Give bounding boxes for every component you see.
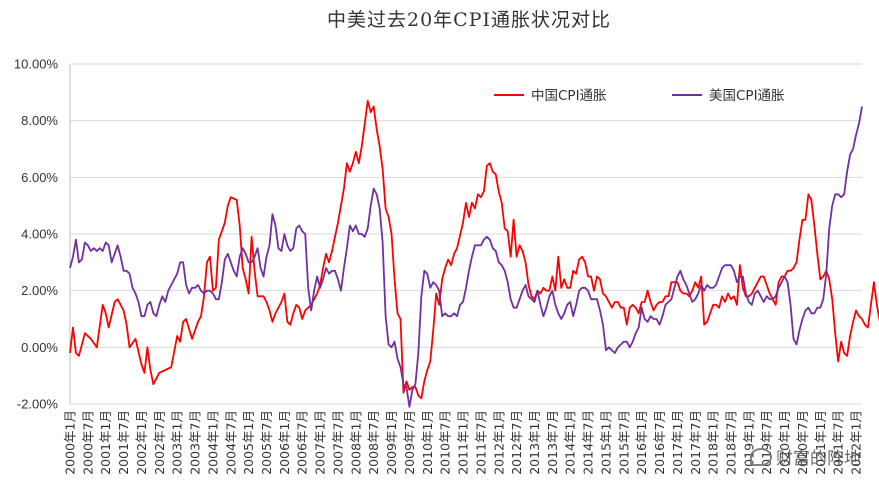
y-tick-label: 8.00% <box>21 113 58 128</box>
x-tick-label: 2001年7月 <box>116 410 131 475</box>
series-line-usa-cpi <box>69 106 863 408</box>
x-tick-label: 2009年1月 <box>384 410 399 475</box>
x-tick-label: 2012年1月 <box>491 410 506 475</box>
y-tick-label: 10.00% <box>14 57 59 72</box>
x-tick-label: 2005年1月 <box>241 410 256 475</box>
y-tick-label: 2.00% <box>21 283 58 298</box>
x-tick-label: 2017年7月 <box>688 410 703 475</box>
x-tick-label: 2018年1月 <box>706 410 721 475</box>
x-tick-label: 2001年1月 <box>98 410 113 475</box>
y-axis-ticks: -2.00% 0.00% 2.00% 4.00% 6.00% 8.00% 10.00% <box>14 57 59 412</box>
x-tick-label: 2004年7月 <box>223 410 238 475</box>
x-tick-label: 2003年7月 <box>188 410 203 475</box>
x-tick-label: 2020年1月 <box>777 410 792 475</box>
x-tick-label: 2021年1月 <box>813 410 828 475</box>
x-tick-label: 2007年7月 <box>330 410 345 475</box>
x-tick-label: 2014年7月 <box>581 410 596 475</box>
x-tick-label: 2005年7月 <box>259 410 274 475</box>
x-tick-label: 2008年1月 <box>348 410 363 475</box>
x-tick-label: 2007年1月 <box>313 410 328 475</box>
chart-title: 中美过去20年CPI通胀状况对比 <box>327 9 611 31</box>
x-tick-label: 2003年1月 <box>170 410 185 475</box>
x-tick-label: 2015年7月 <box>616 410 631 475</box>
series-lines <box>69 99 879 408</box>
x-tick-label: 2016年7月 <box>652 410 667 475</box>
y-tick-label: 6.00% <box>21 170 58 185</box>
x-tick-label: 2010年7月 <box>438 410 453 475</box>
x-tick-label: 2006年1月 <box>277 410 292 475</box>
grid-lines <box>69 63 862 405</box>
x-tick-label: 2020年7月 <box>795 410 810 475</box>
x-tick-label: 2002年7月 <box>152 410 167 475</box>
x-tick-label: 2000年1月 <box>63 410 78 475</box>
watermark-text: 财富的阵地 <box>776 449 861 469</box>
watermark: 财富的阵地 <box>750 444 861 469</box>
y-tick-label: 0.00% <box>21 340 58 355</box>
y-tick-label: -2.00% <box>17 397 59 412</box>
x-tick-label: 2018年7月 <box>723 410 738 475</box>
series-line-china-cpi <box>69 99 879 400</box>
x-tick-label: 2010年1月 <box>420 410 435 475</box>
x-tick-label: 2021年7月 <box>831 410 846 475</box>
wechat-icon <box>750 447 772 466</box>
x-tick-label: 2017年1月 <box>670 410 685 475</box>
x-tick-label: 2006年7月 <box>295 410 310 475</box>
legend-label-china: 中国CPI通胀 <box>531 88 607 104</box>
x-tick-label: 2011年7月 <box>473 410 488 475</box>
x-tick-label: 2022年1月 <box>849 410 864 475</box>
x-tick-label: 2014年1月 <box>563 410 578 475</box>
x-tick-label: 2013年1月 <box>527 410 542 475</box>
x-tick-label: 2015年1月 <box>598 410 613 475</box>
y-tick-label: 4.00% <box>21 227 58 242</box>
x-tick-label: 2012年7月 <box>509 410 524 475</box>
x-axis-ticks: 2000年1月 2000年7月 2001年1月 2001年7月 2002年1月 2002年… <box>63 410 864 475</box>
x-tick-label: 2009年7月 <box>402 410 417 475</box>
x-tick-label: 2002年1月 <box>134 410 149 475</box>
legend-label-usa: 美国CPI通胀 <box>709 88 785 104</box>
x-tick-label: 2000年7月 <box>80 410 95 475</box>
x-tick-label: 2013年7月 <box>545 410 560 475</box>
x-tick-label: 2004年1月 <box>205 410 220 475</box>
legend: 中国CPI通胀 美国CPI通胀 <box>494 88 785 104</box>
x-tick-label: 2016年1月 <box>634 410 649 475</box>
x-tick-label: 2008年7月 <box>366 410 381 475</box>
x-tick-label: 2011年1月 <box>456 410 471 475</box>
